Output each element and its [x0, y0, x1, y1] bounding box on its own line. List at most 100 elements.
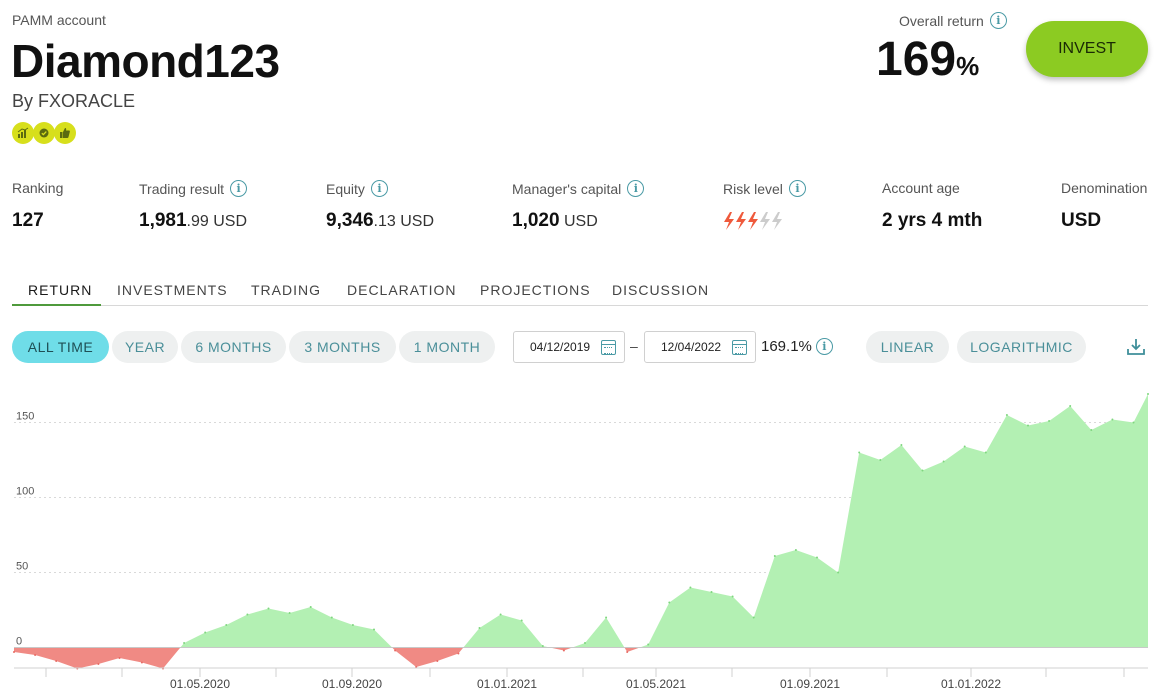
overall-return-number: 169	[876, 33, 957, 86]
info-icon[interactable]: i	[788, 180, 806, 197]
managers-capital-label: Manager's capital i	[512, 180, 645, 197]
data-point	[13, 651, 15, 653]
data-point	[288, 612, 291, 614]
data-point	[183, 642, 186, 644]
data-point	[942, 460, 945, 463]
data-point	[921, 469, 924, 472]
data-point	[984, 451, 987, 454]
equity-label: Equity i	[326, 180, 388, 197]
data-point	[626, 651, 629, 653]
account-age-label-text: Account age	[882, 180, 960, 196]
info-icon[interactable]: i	[230, 180, 248, 197]
calendar-icon[interactable]	[601, 340, 616, 355]
managers-capital-dec: USD	[559, 213, 598, 230]
ranking-label: Ranking	[12, 180, 63, 196]
x-tick-label: 01.01.2021	[477, 677, 537, 691]
tab-return[interactable]: RETURN	[28, 282, 93, 298]
denomination-label-text: Denomination	[1061, 180, 1148, 196]
data-point	[499, 613, 502, 616]
account-age-value: 2 yrs 4 mth	[882, 210, 983, 231]
overall-return-label-text: Overall return	[899, 12, 984, 29]
denomination-label: Denomination	[1061, 180, 1147, 196]
y-tick-label: 50	[16, 561, 28, 573]
data-point	[351, 624, 354, 626]
data-point	[97, 663, 100, 665]
data-point	[541, 645, 544, 647]
data-point	[689, 586, 692, 589]
range-return-value: 169.1%	[761, 338, 812, 355]
trading-result-dec: .99 USD	[186, 213, 248, 230]
tab-declaration[interactable]: DECLARATION	[347, 282, 457, 298]
return-chart[interactable]: 0 50 100 150 01.05.2020 01.09.2020 01.01.2021 0…	[0, 385, 1159, 698]
data-point	[373, 628, 375, 631]
trading-result-int: 1,981	[139, 210, 187, 231]
data-point	[710, 591, 713, 593]
x-tick-label: 01.05.2021	[626, 677, 686, 691]
calendar-icon[interactable]	[732, 340, 747, 355]
data-point	[1005, 414, 1008, 416]
data-point	[647, 643, 650, 646]
data-point	[1090, 429, 1093, 431]
period-all-time-button[interactable]: ALL TIME	[12, 331, 109, 363]
data-point	[436, 660, 439, 662]
trading-result-label: Trading result i	[139, 180, 248, 197]
data-point	[794, 549, 797, 551]
data-point	[118, 657, 121, 659]
date-to-value: 12/04/2022	[661, 340, 722, 354]
account-type-label: PAMM account	[12, 12, 106, 28]
x-tick-label: 01.09.2021	[780, 677, 840, 691]
check-badge-icon[interactable]	[33, 122, 55, 144]
data-point	[1027, 424, 1029, 427]
scale-logarithmic-button[interactable]: LOGARITHMIC	[957, 331, 1086, 363]
tab-projections[interactable]: PROJECTIONS	[480, 282, 591, 298]
data-point	[1048, 420, 1051, 422]
chart-badge-icon[interactable]	[12, 122, 34, 144]
period-3-months-button[interactable]: 3 MONTHS	[289, 331, 396, 363]
denomination-value: USD	[1061, 210, 1102, 231]
x-tick-label: 01.05.2020	[170, 677, 230, 691]
risk-bolt-active-icon	[724, 212, 734, 230]
tab-investments[interactable]: INVESTMENTS	[117, 282, 228, 298]
tab-trading[interactable]: TRADING	[251, 282, 321, 298]
thumbs-up-badge-icon[interactable]	[54, 122, 76, 144]
scale-linear-button[interactable]: LINEAR	[866, 331, 949, 363]
info-icon[interactable]: i	[989, 12, 1007, 29]
date-to-field[interactable]: 12/04/2022	[644, 331, 756, 363]
risk-level-indicator	[724, 212, 782, 230]
info-icon[interactable]: i	[815, 338, 833, 355]
data-point	[204, 631, 207, 634]
risk-bolt-active-icon	[736, 212, 746, 230]
y-tick-label: 0	[16, 636, 22, 648]
manager-name[interactable]: By FXORACLE	[12, 91, 136, 111]
managers-capital-label-text: Manager's capital	[512, 180, 622, 197]
data-point	[963, 445, 966, 448]
data-point	[584, 642, 586, 644]
data-point	[1111, 418, 1114, 421]
data-point	[605, 616, 608, 619]
tab-discussion[interactable]: DISCUSSION	[612, 282, 710, 298]
risk-bolt-active-icon	[748, 212, 758, 230]
range-return: 169.1% i	[761, 338, 833, 355]
data-point	[879, 459, 882, 461]
risk-bolt-inactive-icon	[760, 212, 770, 230]
info-icon[interactable]: i	[370, 180, 388, 197]
overall-return-value: 169%	[876, 32, 979, 87]
y-tick-label: 150	[16, 411, 34, 423]
invest-button[interactable]: INVEST	[1026, 21, 1148, 77]
data-point	[773, 555, 776, 557]
download-icon[interactable]	[1126, 337, 1146, 357]
date-from-field[interactable]: 04/12/2019	[513, 331, 625, 363]
info-icon[interactable]: i	[627, 180, 645, 197]
data-point	[34, 654, 37, 656]
period-year-button[interactable]: YEAR	[112, 331, 178, 363]
data-point	[731, 595, 734, 598]
overall-return-label: Overall return i	[899, 12, 1007, 29]
period-6-months-button[interactable]: 6 MONTHS	[181, 331, 286, 363]
data-point	[520, 619, 523, 622]
account-name: Diamond123	[11, 35, 280, 87]
return-area-positive	[14, 394, 1148, 648]
period-1-month-button[interactable]: 1 MONTH	[399, 331, 495, 363]
equity-int: 9,346	[326, 210, 374, 231]
data-point	[1147, 393, 1149, 395]
data-point	[837, 571, 840, 574]
